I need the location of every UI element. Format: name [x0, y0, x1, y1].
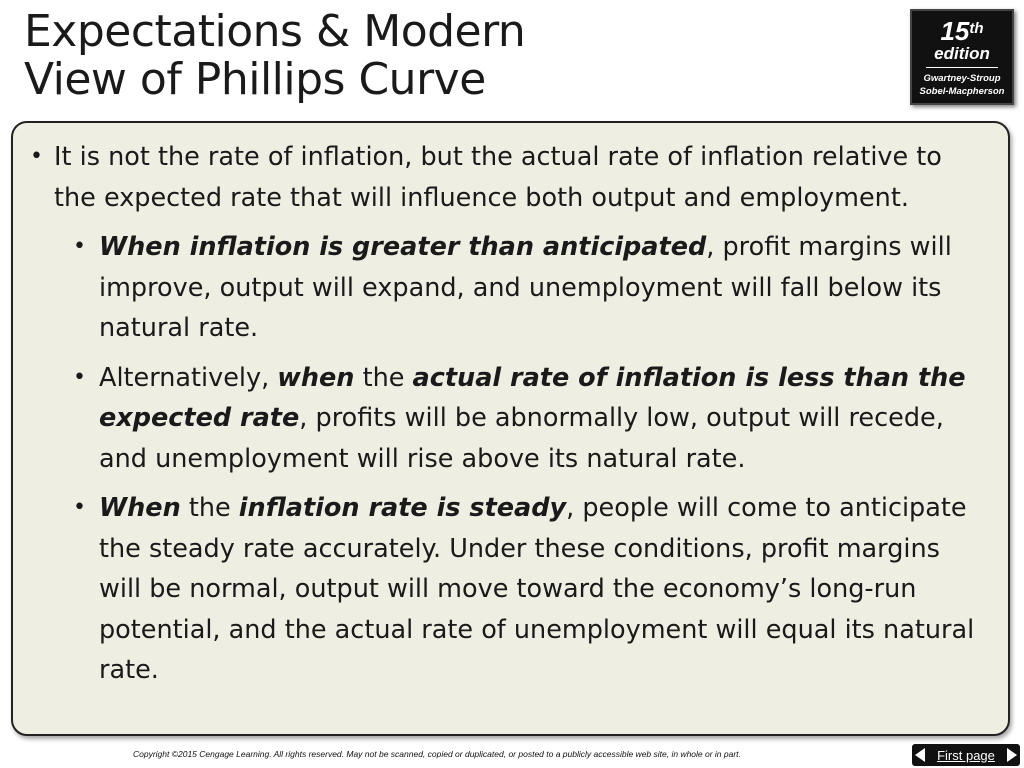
bullet-dot: • — [73, 364, 86, 390]
sub-bullet-2: • Alternatively, when the actual rate of… — [27, 358, 990, 480]
arrow-left-icon[interactable] — [915, 748, 925, 762]
sub-bullet-1: • When inflation is greater than anticip… — [27, 227, 990, 349]
sub-bullet-1-text: , profit margins will improve, output wi… — [99, 232, 952, 343]
sub-bullet-1-emphasis: When inflation is greater than anticipat… — [99, 232, 707, 262]
bullet-dot: • — [73, 234, 86, 259]
badge-authors: Gwartney-Stroup Sobel-Macpherson — [912, 72, 1012, 98]
bullet-dot: • — [73, 495, 86, 520]
edition-number: 15th — [912, 17, 1012, 45]
sub-bullet-3: • When the inflation rate is steady, peo… — [27, 488, 990, 691]
badge-divider — [926, 67, 998, 68]
title-line-2: View of Phillips Curve — [24, 54, 486, 105]
edition-label: edition — [934, 44, 990, 63]
slide-title: Expectations & Modern View of Phillips C… — [24, 6, 526, 105]
bullet-dot: • — [30, 144, 43, 169]
sub-bullet-3-emphasis-b: inflation rate is steady — [238, 493, 567, 523]
edition-number-suffix: th — [969, 20, 984, 37]
first-page-label[interactable]: First page — [937, 747, 995, 763]
copyright-footer: Copyright ©2015 Cengage Learning. All ri… — [133, 749, 741, 759]
main-bullet: • It is not the rate of inflation, but t… — [27, 137, 990, 218]
first-page-button[interactable]: First page — [912, 744, 1020, 766]
edition-number-value: 15 — [940, 16, 970, 46]
badge-author-1: Gwartney-Stroup — [923, 73, 1001, 84]
sub-bullet-3-text-b: , people will come to anticipate the ste… — [99, 493, 975, 685]
sub-bullet-3-emphasis-a: When — [99, 493, 181, 523]
sub-bullet-3-text-a: the — [180, 493, 239, 523]
badge-author-2: Sobel-Macpherson — [919, 86, 1005, 97]
sub-bullet-2-text-a: Alternatively, — [99, 362, 278, 393]
sub-bullet-2-text-c: , profits will be abnormally low, output… — [99, 403, 944, 474]
main-bullet-text: It is not the rate of inflation, but the… — [54, 142, 942, 213]
title-line-1: Expectations & Modern — [24, 6, 526, 57]
sub-bullet-2-text-b: the — [354, 362, 413, 393]
arrow-right-icon[interactable] — [1007, 748, 1017, 762]
sub-bullet-2-emphasis-a: when — [277, 362, 355, 393]
sub-bullet-2-emphasis-b: actual rate of inflation is less than th… — [99, 362, 966, 434]
edition-badge: 15th edition Gwartney-Stroup Sobel-Macph… — [910, 9, 1014, 105]
content-box: • It is not the rate of inflation, but t… — [11, 121, 1010, 736]
